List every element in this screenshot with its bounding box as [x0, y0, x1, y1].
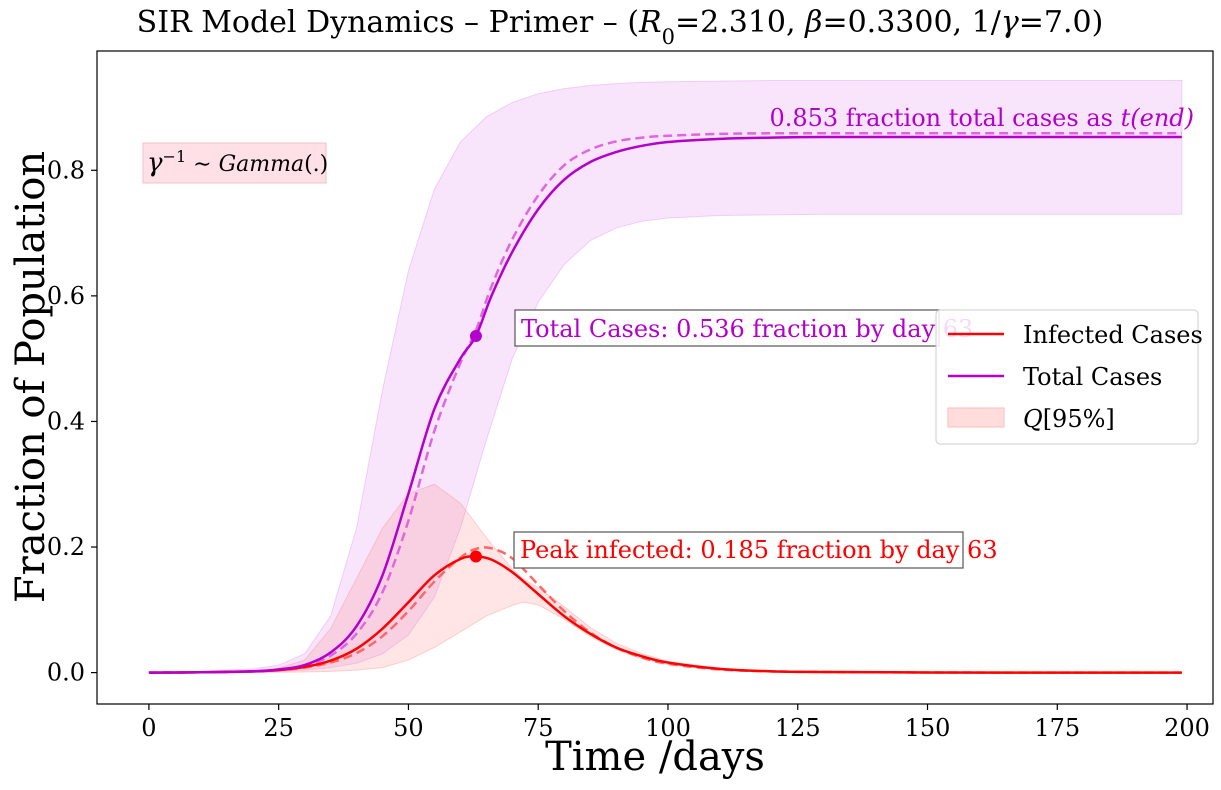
- total-cases-marker: [469, 330, 482, 343]
- x-tick-label: 75: [523, 714, 554, 742]
- legend-total-label: Total Cases: [1023, 363, 1162, 391]
- x-tick-label: 0: [141, 714, 156, 742]
- x-tick-label: 125: [775, 714, 821, 742]
- x-tick-label: 150: [905, 714, 951, 742]
- legend-q95-swatch: [947, 407, 1005, 428]
- y-tick-label: 0.6: [47, 282, 85, 310]
- legend-infected-label: Infected Cases: [1023, 321, 1203, 349]
- plot-frame: [96, 50, 1214, 705]
- y-tick-label: 0.8: [47, 156, 85, 184]
- y-tick-label: 0.4: [47, 407, 85, 435]
- x-tick-label: 175: [1034, 714, 1080, 742]
- y-axis-title: Fraction of Population: [8, 151, 54, 603]
- x-tick-label: 200: [1164, 714, 1210, 742]
- chart-title: SIR Model Dynamics – Primer – (R0=2.310,…: [137, 5, 1104, 49]
- total-cases-annotation-box: [514, 309, 940, 347]
- x-axis-title: Time /days: [545, 734, 765, 780]
- gamma-annotation-box: [142, 142, 327, 184]
- peak-infected-annotation-box: [513, 531, 964, 569]
- y-tick-label: 0.0: [47, 659, 85, 687]
- x-tick-label: 25: [263, 714, 294, 742]
- gamma-annotation: γ−1 ∼ Gamma(.): [147, 147, 328, 179]
- markers-layer: [469, 330, 482, 563]
- series-line-0: [148, 555, 1182, 674]
- peak-infected-marker: [469, 550, 482, 563]
- series-line-1: [148, 135, 1182, 674]
- lines-layer: [148, 131, 1182, 674]
- peak-infected-annotation: Peak infected: 0.185 fraction by day 63: [520, 536, 998, 564]
- y-ticks: 0.0 0.2 0.4 0.6 0.8: [47, 156, 97, 687]
- band-1: [148, 483, 1182, 674]
- x-ticks: 0 25 50 75 100 125 150 175 200: [141, 704, 1210, 742]
- y-tick-label: 0.2: [47, 533, 85, 561]
- x-tick-label: 100: [645, 714, 691, 742]
- end-annotation: 0.853 fraction total cases as t(end): [769, 104, 1194, 132]
- series-line-3: [148, 131, 1182, 674]
- legend-q95-label: Q[95%]: [1023, 405, 1115, 433]
- total-cases-annotation: Total Cases: 0.536 fraction by day 63: [521, 315, 973, 343]
- x-tick-label: 50: [393, 714, 424, 742]
- legend: Infected Cases Total Cases Q[95%]: [935, 309, 1203, 445]
